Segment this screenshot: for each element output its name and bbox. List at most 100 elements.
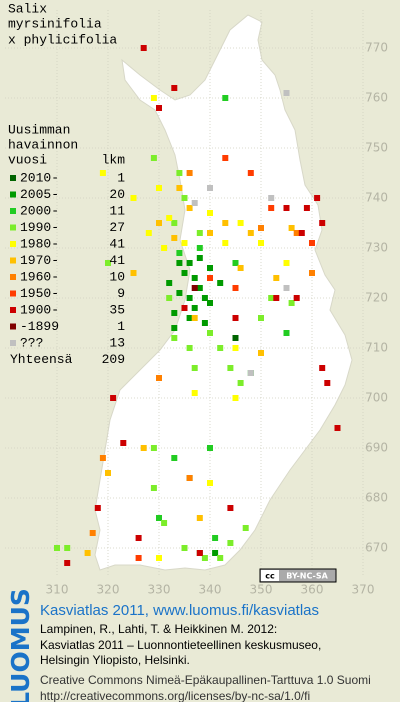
observation: [232, 260, 239, 266]
observation: [181, 240, 188, 246]
observation: [288, 300, 295, 306]
observation: [201, 555, 208, 561]
legend-total-label: Yhteensä: [10, 352, 73, 367]
observation: [171, 325, 178, 331]
observation: [207, 185, 213, 191]
legend-swatch: [10, 224, 16, 231]
observation: [54, 545, 60, 551]
observation: [130, 195, 137, 201]
observation: [232, 345, 239, 351]
license: Creative Commons Nimeä-Epäkaupallinen-Ta…: [40, 673, 371, 687]
observation: [207, 330, 213, 336]
observation: [222, 240, 229, 246]
observation: [186, 170, 193, 176]
observation: [176, 260, 183, 266]
observation: [242, 525, 249, 531]
observation: [217, 555, 224, 561]
observation: [196, 285, 203, 291]
grid-over: 310 320 330 340 350 360 370 770 760 750 740 730 720 7…: [5, 10, 388, 597]
observation: [176, 185, 183, 191]
observation: [166, 215, 173, 221]
citation: Kasviatlas 2011 – Luonnontieteellinen ke…: [40, 638, 321, 652]
observation: [258, 315, 264, 321]
title: Salix myrsinifolia x phylicifolia: [8, 1, 117, 47]
x-tick-label: 310: [46, 583, 69, 597]
observation: [176, 170, 183, 176]
observation: [191, 390, 198, 396]
observation: [89, 530, 96, 536]
observation: [283, 260, 290, 266]
observation: [237, 380, 244, 386]
x-tick-label: 360: [301, 583, 324, 597]
observation: [288, 225, 295, 231]
observation: [247, 370, 254, 376]
observation: [150, 485, 157, 491]
observation: [64, 545, 71, 551]
observation: [247, 170, 254, 176]
observation: [232, 315, 239, 321]
observation: [207, 445, 213, 451]
legend-label: 2005-: [20, 187, 59, 202]
observation: [150, 445, 157, 451]
legend-swatch: [10, 191, 16, 198]
observation: [94, 505, 101, 511]
legend-label: 1900-: [20, 302, 59, 317]
legend-count: 10: [109, 269, 125, 284]
observation: [196, 230, 203, 236]
legend-swatch: [10, 274, 16, 280]
y-tick-label: 770: [365, 41, 388, 55]
legend-count: 20: [109, 187, 125, 202]
legend-swatch: [10, 290, 16, 297]
legend-count-header: lkm: [102, 152, 126, 167]
observation: [222, 155, 229, 161]
legend-label: ???: [20, 335, 43, 350]
observation: [186, 475, 193, 481]
y-tick-label: 750: [365, 141, 388, 155]
observation: [191, 275, 198, 281]
observation: [334, 425, 341, 431]
observation: [176, 250, 183, 256]
observation: [191, 285, 198, 291]
observation: [171, 455, 178, 461]
observation: [273, 275, 280, 281]
observation: [135, 555, 142, 561]
legend-label: 1990-: [20, 220, 59, 235]
observation: [319, 220, 326, 226]
legend-label: 2000-: [20, 203, 59, 218]
legend-count: 1: [117, 319, 125, 334]
badge-cc-bg: [261, 570, 279, 581]
legend-count: 27: [109, 220, 125, 235]
observation: [186, 260, 193, 266]
observation: [99, 455, 106, 461]
observation: [64, 560, 71, 566]
observation: [212, 550, 219, 556]
title-line: Salix: [8, 1, 47, 16]
observation: [166, 295, 173, 301]
legend-swatch: [10, 323, 16, 330]
observation: [196, 245, 203, 251]
observation: [258, 225, 264, 231]
observation: [268, 195, 275, 201]
x-tick-label: 330: [148, 583, 171, 597]
legend-header: havainnon: [8, 137, 78, 152]
observation: [196, 515, 203, 521]
observation: [161, 520, 168, 526]
observation: [130, 270, 137, 276]
observation: [135, 535, 142, 541]
footer-heading: Kasviatlas 2011, www.luomus.fi/kasviatla…: [40, 602, 319, 619]
observation: [140, 45, 147, 51]
observation: [217, 345, 224, 351]
observation: [105, 260, 111, 266]
y-tick-label: 730: [365, 241, 388, 255]
observation: [171, 220, 178, 226]
observation: [237, 265, 244, 271]
observation: [156, 375, 162, 381]
y-tick-label: 700: [365, 391, 388, 405]
luomus-logo: LUOMUS: [6, 588, 35, 702]
observation: [273, 295, 280, 301]
observation: [207, 210, 213, 216]
observation: [156, 185, 162, 191]
observation: [156, 220, 162, 226]
observation: [181, 305, 188, 311]
observations: [54, 45, 341, 566]
